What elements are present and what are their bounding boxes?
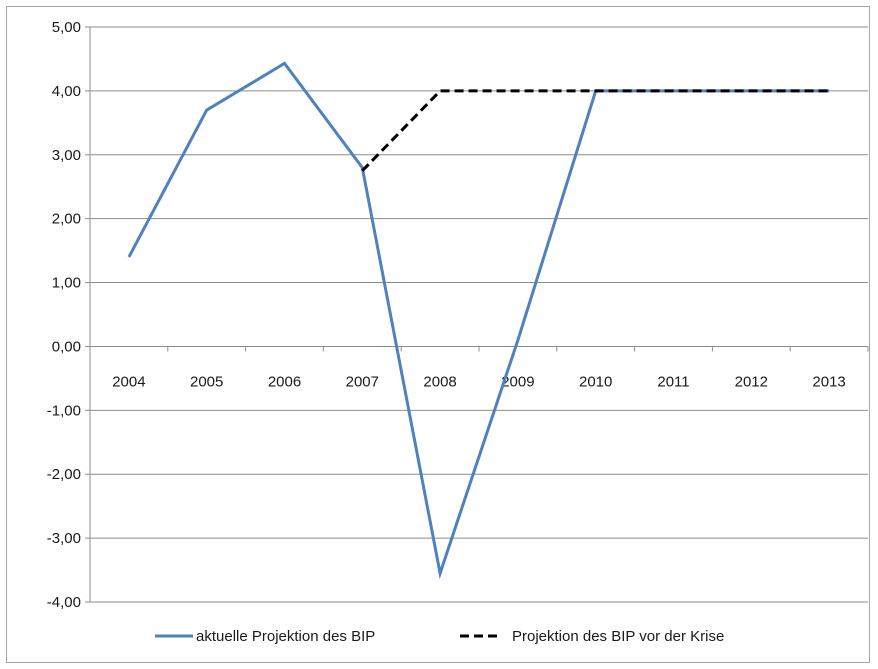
chart-frame (6, 6, 870, 663)
x-tick-label: 2010 (579, 373, 612, 390)
x-tick-label: 2009 (501, 373, 534, 390)
x-tick-label: 2013 (812, 373, 845, 390)
y-tick-label: 2,00 (52, 211, 81, 228)
y-tick-label: 4,00 (52, 83, 81, 100)
y-tick-label: -4,00 (47, 594, 81, 611)
y-tick-label: -3,00 (47, 530, 81, 547)
y-axis-tick-labels: 5,00 4,00 3,00 2,00 1,00 0,00 -1,00 -2,00 -3,00 -… (47, 19, 81, 611)
series-line-aktuelle-projektion (127, 61, 830, 580)
x-tick-label: 2008 (423, 373, 456, 390)
x-tick-label: 2005 (190, 373, 223, 390)
x-tick-label: 2012 (735, 373, 768, 390)
y-tick-label: -2,00 (47, 466, 81, 483)
x-axis-tick-labels: 2004 2005 2006 2007 2008 2009 2010 2011 2012 2013 (112, 373, 846, 390)
legend-label-projektion-vor-krise: Projektion des BIP vor der Krise (512, 628, 724, 645)
series-lines (127, 61, 830, 580)
y-tick-label: -1,00 (47, 402, 81, 419)
y-tick-label: 1,00 (52, 275, 81, 292)
y-tick-label: 0,00 (52, 338, 81, 355)
y-tick-label: 5,00 (52, 19, 81, 36)
gridlines (90, 26, 868, 603)
legend: aktuelle Projektion des BIP Projektion d… (155, 628, 724, 645)
legend-label-aktuelle-projektion: aktuelle Projektion des BIP (196, 628, 375, 645)
x-tick-label: 2011 (657, 373, 689, 390)
x-tick-label: 2006 (268, 373, 301, 390)
series-line-projektion-vor-krise (361, 89, 830, 172)
y-tick-label: 3,00 (52, 147, 81, 164)
axes (85, 26, 869, 603)
x-tick-label: 2007 (346, 373, 379, 390)
x-tick-label: 2004 (112, 373, 145, 390)
